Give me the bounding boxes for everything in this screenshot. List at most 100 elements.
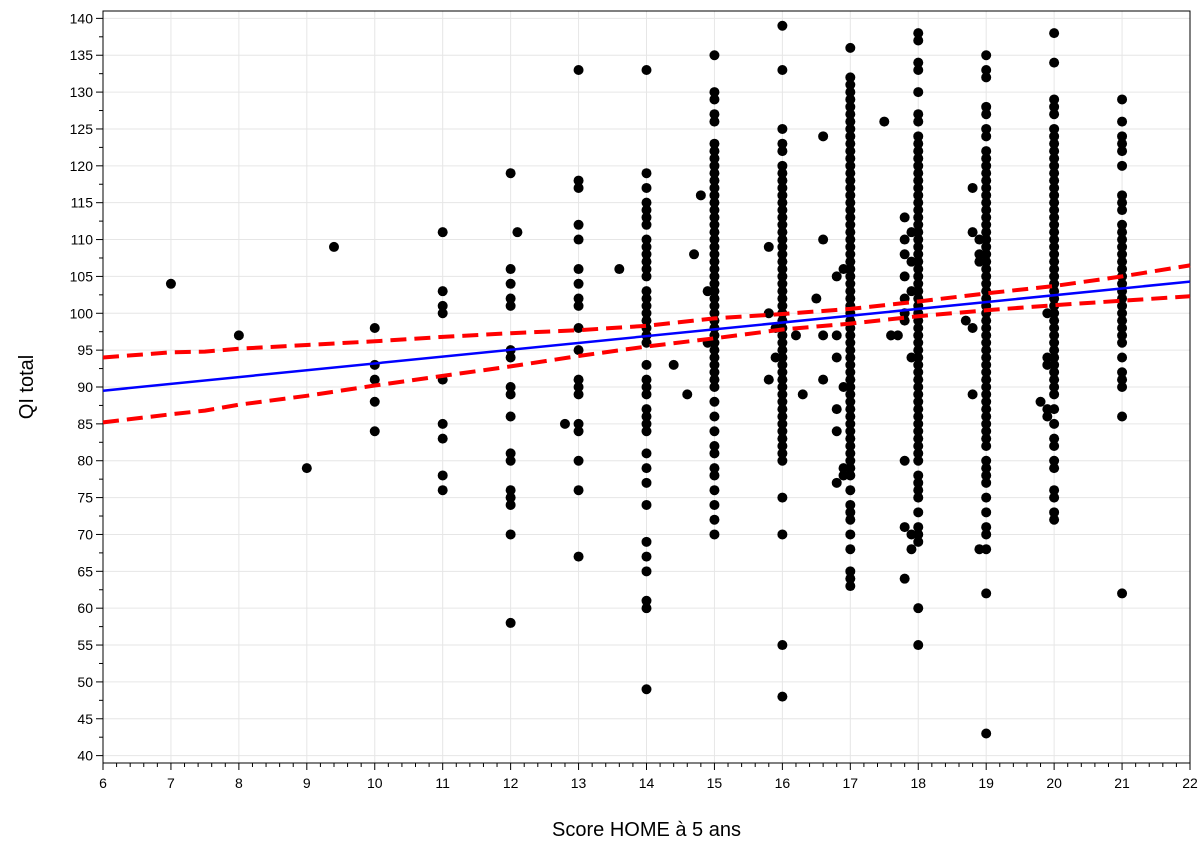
data-point xyxy=(777,293,788,304)
data-point xyxy=(709,264,720,275)
data-point xyxy=(913,87,924,98)
data-point xyxy=(913,426,924,437)
data-point xyxy=(1049,345,1060,356)
data-point xyxy=(981,440,992,451)
data-point xyxy=(641,249,652,260)
data-point xyxy=(505,300,516,311)
data-point xyxy=(981,234,992,245)
data-point xyxy=(845,116,856,127)
data-point xyxy=(437,308,448,319)
data-point xyxy=(777,440,788,451)
data-point xyxy=(777,367,788,378)
data-point xyxy=(777,492,788,503)
data-point xyxy=(1049,382,1060,392)
data-point xyxy=(1117,337,1128,348)
data-point xyxy=(899,249,910,260)
data-point xyxy=(845,418,856,429)
data-point xyxy=(573,418,584,429)
data-point xyxy=(845,249,856,260)
data-point xyxy=(1117,131,1128,142)
data-point xyxy=(981,529,992,540)
data-point xyxy=(797,389,808,400)
data-point xyxy=(1049,271,1060,282)
data-point xyxy=(913,205,924,216)
data-point xyxy=(845,485,856,496)
data-point xyxy=(641,308,652,319)
data-point xyxy=(777,234,788,245)
data-point xyxy=(512,227,523,238)
x-tick-label: 18 xyxy=(910,775,926,791)
data-point xyxy=(1049,123,1060,134)
data-point xyxy=(913,212,924,223)
data-point xyxy=(573,264,584,275)
data-point xyxy=(913,411,924,422)
data-point xyxy=(437,418,448,429)
data-point xyxy=(1049,197,1060,208)
data-point xyxy=(777,426,788,437)
data-point xyxy=(1049,138,1060,149)
x-tick-label: 22 xyxy=(1182,775,1198,791)
y-tick-label: 140 xyxy=(70,10,94,26)
data-point xyxy=(1117,367,1128,378)
data-point xyxy=(1049,455,1060,466)
data-point xyxy=(981,249,992,260)
data-point xyxy=(981,330,992,341)
x-tick-label: 16 xyxy=(775,775,791,791)
data-point xyxy=(1049,323,1060,334)
data-point xyxy=(845,109,856,120)
data-point xyxy=(818,330,829,341)
data-point xyxy=(845,463,856,474)
data-point xyxy=(777,411,788,422)
data-point xyxy=(845,293,856,304)
data-point xyxy=(641,197,652,208)
data-point xyxy=(641,293,652,304)
data-point xyxy=(1117,352,1128,363)
data-point xyxy=(845,190,856,201)
data-point xyxy=(573,374,584,385)
data-point xyxy=(845,160,856,171)
data-point xyxy=(573,389,584,400)
data-point xyxy=(981,382,992,392)
data-point xyxy=(811,293,822,304)
data-point xyxy=(913,367,924,378)
data-point xyxy=(1117,249,1128,260)
y-tick-label: 85 xyxy=(77,416,93,432)
data-point xyxy=(913,359,924,370)
data-point xyxy=(777,345,788,356)
data-point xyxy=(505,264,516,275)
data-point xyxy=(682,389,693,400)
data-point xyxy=(913,477,924,488)
data-point xyxy=(913,182,924,193)
data-points xyxy=(165,20,1128,739)
y-tick-label: 70 xyxy=(77,526,93,542)
y-tick-label: 50 xyxy=(77,674,93,690)
data-point xyxy=(777,529,788,540)
data-point xyxy=(981,315,992,326)
data-point xyxy=(641,271,652,282)
data-point xyxy=(777,138,788,149)
data-point xyxy=(913,382,924,392)
data-point xyxy=(831,352,842,363)
data-point xyxy=(777,352,788,363)
data-point xyxy=(845,79,856,90)
data-point xyxy=(505,352,516,363)
data-point xyxy=(981,153,992,164)
data-point xyxy=(981,433,992,444)
data-point xyxy=(845,566,856,577)
data-point xyxy=(437,227,448,238)
x-tick-label: 13 xyxy=(571,775,587,791)
data-point xyxy=(913,522,924,533)
data-point xyxy=(913,389,924,400)
data-point xyxy=(641,337,652,348)
data-point xyxy=(981,50,992,61)
data-point xyxy=(845,337,856,348)
data-point xyxy=(1117,146,1128,157)
data-point xyxy=(913,440,924,451)
data-point xyxy=(437,433,448,444)
data-point xyxy=(1049,418,1060,429)
data-point xyxy=(1117,300,1128,311)
data-point xyxy=(845,352,856,363)
data-point xyxy=(967,182,978,193)
data-point xyxy=(777,146,788,157)
data-point xyxy=(913,35,924,46)
